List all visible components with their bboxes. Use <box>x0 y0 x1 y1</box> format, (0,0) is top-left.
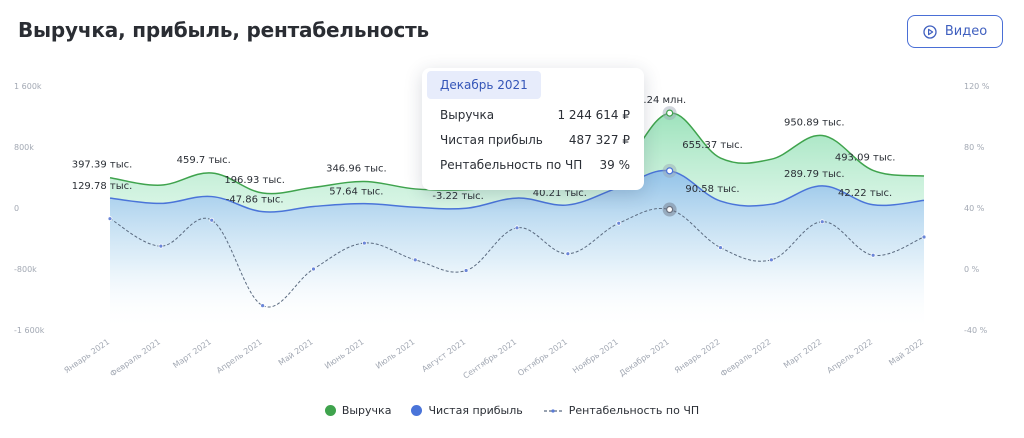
data-label: 42.22 тыс. <box>838 188 892 199</box>
data-label: -47.86 тыс. <box>226 195 284 206</box>
margin-point[interactable] <box>209 217 215 223</box>
x-tick-label: Апрель 2021 <box>215 337 264 375</box>
data-label: -3.22 тыс. <box>432 191 483 202</box>
margin-point[interactable] <box>921 234 927 240</box>
highlight-point[interactable] <box>666 109 674 117</box>
legend-swatch-margin <box>543 406 563 416</box>
x-tick-label: Апрель 2022 <box>825 337 874 375</box>
revenue-area <box>110 113 924 213</box>
tooltip-row-margin: Рентабельность по ЧП 39 % <box>440 158 630 172</box>
data-label: 493.09 тыс. <box>835 152 896 163</box>
data-label: 346.96 тыс. <box>326 164 387 175</box>
margin-point[interactable] <box>412 257 418 263</box>
x-tick-label: Май 2022 <box>887 337 925 367</box>
margin-point[interactable] <box>870 252 876 258</box>
x-tick-label: Февраль 2021 <box>108 337 162 378</box>
legend-label: Рентабельность по ЧП <box>568 404 700 417</box>
tooltip-label: Выручка <box>440 108 495 122</box>
margin-point[interactable] <box>158 243 164 249</box>
tooltip-row-profit: Чистая прибыль 487 327 ₽ <box>440 133 630 147</box>
margin-point[interactable] <box>107 216 113 222</box>
tooltip-label: Рентабельность по ЧП <box>440 158 583 172</box>
data-label: 196.93 тыс. <box>224 175 285 186</box>
data-label: 57.64 тыс. <box>329 187 383 198</box>
x-tick-label: Октябрь 2021 <box>516 337 569 378</box>
x-tick-label: Январь 2021 <box>62 337 111 375</box>
margin-point[interactable] <box>514 225 520 231</box>
margin-point[interactable] <box>311 266 316 272</box>
margin-point[interactable] <box>565 251 571 257</box>
x-tick-label: Март 2021 <box>171 337 213 370</box>
y-right-tick-label: 40 % <box>964 204 985 213</box>
y-right-tick-label: -40 % <box>964 326 988 335</box>
legend-item-margin[interactable]: Рентабельность по ЧП <box>543 404 699 417</box>
x-tick-label: Ноябрь 2021 <box>571 337 620 375</box>
data-label: 655.37 тыс. <box>682 140 743 151</box>
x-tick-label: Март 2022 <box>782 337 824 370</box>
x-tick-label: Май 2021 <box>277 337 315 367</box>
legend-swatch-profit <box>411 405 423 416</box>
y-right-tick-label: 80 % <box>964 143 985 152</box>
legend-item-revenue[interactable]: Выручка <box>324 404 392 417</box>
data-label: 40.21 тыс. <box>533 188 587 199</box>
x-tick-label: Сентябрь 2021 <box>462 337 519 380</box>
video-button[interactable]: Видео <box>907 15 1003 48</box>
y-left-tick-label: -1 600k <box>14 326 45 335</box>
y-right-tick-label: 120 % <box>964 82 990 91</box>
x-tick-label: Февраль 2022 <box>719 337 773 378</box>
x-tick-label: Январь 2022 <box>673 337 722 375</box>
x-tick-label: Июль 2021 <box>374 337 416 370</box>
legend-item-profit[interactable]: Чистая прибыль <box>411 404 523 417</box>
data-label: 1.24 млн. <box>637 95 686 106</box>
highlight-point[interactable] <box>666 167 674 175</box>
data-label: 129.78 тыс. <box>72 181 133 192</box>
page-title: Выручка, прибыль, рентабельность <box>18 18 429 42</box>
tooltip-value: 487 327 ₽ <box>568 133 630 147</box>
margin-point[interactable] <box>361 240 367 246</box>
data-label: 397.39 тыс. <box>72 160 133 171</box>
chart-tooltip: Декабрь 2021 Выручка 1 244 614 ₽ Чистая … <box>422 68 644 190</box>
x-tick-label: Август 2021 <box>420 337 467 374</box>
chart-legend: Выручка Чистая прибыль Рентабельность по… <box>0 404 1024 417</box>
tooltip-value: 1 244 614 ₽ <box>557 108 630 122</box>
margin-point[interactable] <box>819 219 825 225</box>
tooltip-title: Декабрь 2021 <box>427 71 541 99</box>
data-label: 90.58 тыс. <box>685 184 739 195</box>
legend-swatch-revenue <box>324 405 336 416</box>
margin-point[interactable] <box>616 220 622 226</box>
data-label: 950.89 тыс. <box>784 117 845 128</box>
profit-line <box>109 169 925 213</box>
margin-point[interactable] <box>463 268 469 273</box>
margin-point[interactable] <box>260 303 266 309</box>
data-label: 459.7 тыс. <box>177 155 231 166</box>
play-circle-icon <box>923 24 937 39</box>
tooltip-row-revenue: Выручка 1 244 614 ₽ <box>440 108 630 122</box>
x-tick-label: Декабрь 2021 <box>618 337 671 378</box>
y-right-tick-label: 0 % <box>964 265 980 274</box>
y-left-tick-label: 800k <box>14 143 34 152</box>
y-left-tick-label: -800k <box>14 265 37 274</box>
data-label: 289.79 тыс. <box>784 169 845 180</box>
y-left-tick-label: 1 600k <box>14 82 42 91</box>
tooltip-label: Чистая прибыль <box>440 133 543 147</box>
legend-label: Чистая прибыль <box>428 404 523 417</box>
legend-label: Выручка <box>341 404 392 417</box>
tooltip-value: 39 % <box>599 158 631 172</box>
y-left-tick-label: 0 <box>14 204 19 213</box>
highlight-point[interactable] <box>666 205 674 214</box>
profit-area <box>110 170 924 330</box>
video-button-label: Видео <box>944 24 988 39</box>
margin-point[interactable] <box>718 245 723 251</box>
x-tick-label: Июнь 2021 <box>323 337 365 371</box>
margin-point[interactable] <box>768 257 774 263</box>
